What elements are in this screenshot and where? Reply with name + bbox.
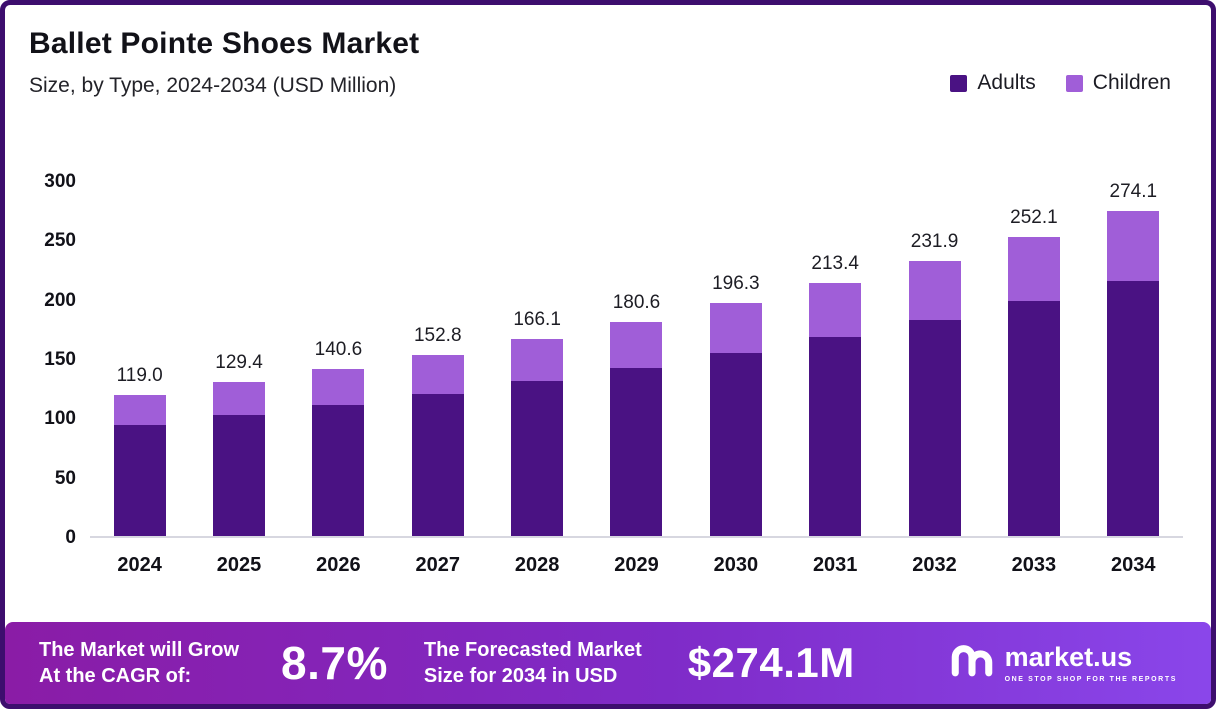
- bar-segment-children: [511, 338, 564, 382]
- bar-segment-children: [709, 303, 762, 354]
- y-tick-label: 0: [65, 527, 76, 548]
- brand-name: market.us: [1004, 641, 1133, 672]
- x-axis-label: 2026: [316, 554, 361, 576]
- forecast-label-line1: The Forecasted Market: [423, 639, 642, 661]
- bar-total-label: 274.1: [1109, 180, 1158, 202]
- bar-2030: 196.3: [686, 273, 785, 536]
- bar-2026: 140.6: [289, 339, 388, 536]
- x-axis-label: 2027: [415, 554, 461, 576]
- bar-2032: 231.9: [885, 231, 984, 536]
- bar-segment-adults: [411, 393, 464, 536]
- cagr-value: 8.7%: [281, 637, 388, 689]
- x-axis-label: 2032: [912, 554, 957, 576]
- bar-segment-children: [113, 394, 166, 426]
- bar-total-label: 119.0: [116, 364, 163, 386]
- x-axis-label: 2029: [614, 554, 659, 576]
- bar-total-label: 231.9: [910, 230, 959, 252]
- x-axis-label: 2025: [216, 554, 262, 576]
- bar-segment-children: [1007, 236, 1060, 302]
- plot-area: 119.0 129.4 140.6 152.8 166.1 180.6 196.3 213.4…: [90, 181, 1183, 538]
- x-axis: 2024 2025 2026 2027 2028 2029 2030 2031 2032 2033…: [5, 554, 1183, 577]
- cagr-label-line2: At the CAGR of:: [39, 665, 192, 687]
- bar-segment-adults: [809, 337, 862, 536]
- forecast-label: The Forecasted Market Size for 2034 in U…: [424, 637, 642, 689]
- chart-header: Ballet Pointe Shoes Market Size, by Type…: [5, 5, 1211, 98]
- market-us-logo-icon: [949, 642, 995, 684]
- bar-total-label: 252.1: [1010, 206, 1058, 228]
- y-tick-label: 200: [44, 289, 76, 311]
- bar-2034: 274.1: [1084, 181, 1183, 536]
- bar-segment-adults: [1107, 280, 1160, 536]
- bar-total-label: 166.1: [513, 308, 561, 330]
- brand-text: market.us ONE STOP SHOP FOR THE REPORTS: [1004, 641, 1177, 683]
- title-block: Ballet Pointe Shoes Market Size, by Type…: [29, 27, 419, 98]
- bar-2028: 166.1: [487, 309, 586, 536]
- y-tick-label: 250: [44, 230, 76, 252]
- y-tick-label: 150: [44, 349, 76, 370]
- x-axis-label: 2031: [812, 554, 858, 576]
- bar-segment-children: [312, 369, 365, 405]
- bar-total-label: 129.4: [215, 352, 263, 374]
- legend: Adults Children: [950, 71, 1171, 95]
- bar-2024: 119.0: [90, 365, 189, 536]
- x-axis-label: 2030: [713, 554, 759, 576]
- bar-segment-children: [1107, 210, 1160, 281]
- brand-lockup: market.us ONE STOP SHOP FOR THE REPORTS: [949, 642, 1177, 684]
- y-tick-label: 50: [54, 467, 76, 489]
- y-tick-label: 300: [44, 171, 76, 192]
- y-axis: 0 50 100 150 200 250 300: [5, 171, 90, 548]
- bar-total-label: 196.3: [712, 273, 760, 295]
- bar-segment-adults: [113, 425, 166, 536]
- bar-segment-adults: [511, 381, 564, 536]
- x-axis-label: 2033: [1011, 554, 1057, 576]
- forecast-label-line2: Size for 2034 in USD: [423, 665, 618, 687]
- bar-total-label: 213.4: [811, 252, 859, 274]
- plot-row: 0 50 100 150 200 250 300 119.0 129.4 140.6 152.8 1…: [5, 171, 1183, 548]
- bar-2027: 152.8: [388, 325, 487, 536]
- cagr-label-line1: The Market will Grow: [39, 639, 240, 661]
- cagr-label: The Market will Grow At the CAGR of:: [39, 637, 239, 689]
- bar-total-label: 180.6: [612, 291, 661, 313]
- bar-segment-children: [213, 382, 266, 416]
- legend-label: Adults: [977, 71, 1036, 94]
- bar-segment-adults: [213, 415, 266, 536]
- chart: 0 50 100 150 200 250 300 119.0 129.4 140.6 152.8 1…: [5, 171, 1183, 577]
- x-axis-label: 2034: [1111, 554, 1156, 576]
- bar-segment-adults: [908, 320, 961, 536]
- bar-total-label: 152.8: [413, 324, 462, 346]
- bar-2031: 213.4: [786, 253, 885, 536]
- bar-2029: 180.6: [587, 292, 686, 536]
- page-subtitle: Size, by Type, 2024-2034 (USD Million): [29, 74, 397, 97]
- bar-segment-children: [610, 321, 663, 368]
- bar-2025: 129.4: [189, 352, 288, 536]
- bar-segment-children: [908, 260, 961, 321]
- bar-segment-children: [809, 282, 862, 338]
- legend-swatch: [1065, 74, 1083, 92]
- bar-segment-children: [411, 354, 464, 394]
- bar-segment-adults: [610, 367, 663, 536]
- legend-item-children: Children: [1065, 71, 1171, 95]
- forecast-value: $274.1M: [687, 639, 855, 686]
- y-tick-label: 100: [44, 408, 76, 430]
- x-axis-label: 2028: [514, 554, 560, 576]
- bar-segment-adults: [709, 353, 762, 536]
- bar-total-label: 140.6: [314, 339, 363, 361]
- footer-banner: The Market will Grow At the CAGR of: 8.7…: [5, 622, 1211, 704]
- legend-item-adults: Adults: [950, 71, 1036, 95]
- bar-segment-adults: [1007, 301, 1060, 536]
- bar-2033: 252.1: [984, 207, 1083, 536]
- page-title: Ballet Pointe Shoes Market: [29, 27, 420, 60]
- x-axis-label: 2024: [117, 554, 162, 576]
- legend-label: Children: [1092, 71, 1171, 94]
- legend-swatch: [950, 74, 968, 92]
- bar-segment-adults: [312, 405, 365, 536]
- brand-tagline: ONE STOP SHOP FOR THE REPORTS: [1004, 675, 1177, 683]
